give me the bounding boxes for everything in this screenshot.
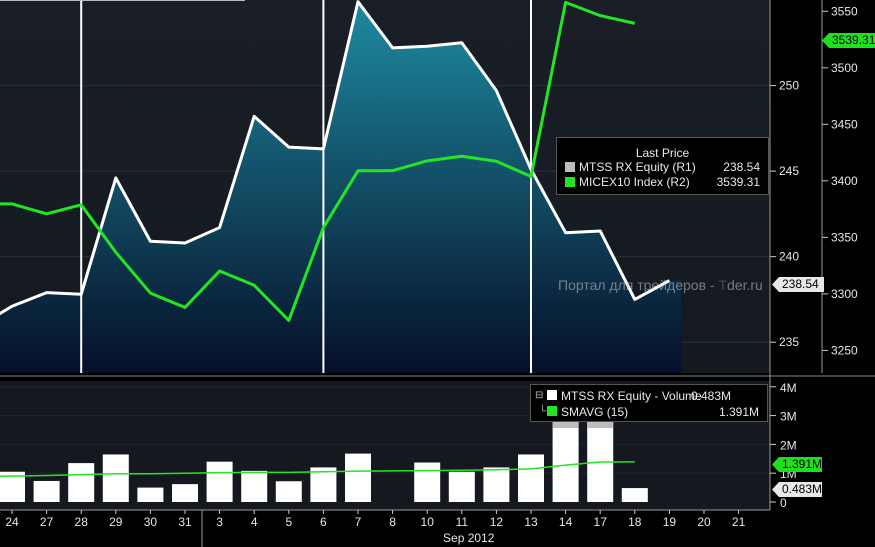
volume-bar-3 bbox=[206, 461, 233, 502]
legend-value-micex: 3539.31 bbox=[716, 175, 760, 189]
legend-name-sma: SMAVG (15) bbox=[561, 405, 629, 419]
x-tick-label-28: 28 bbox=[75, 515, 89, 529]
right-axis-tick-3550: 3550 bbox=[831, 4, 858, 18]
legend-value-volume: 0.483M bbox=[691, 389, 732, 403]
legend-name-volume: MTSS RX Equity - Volume bbox=[561, 389, 702, 403]
volume-axis-tick-3M: 3M bbox=[780, 410, 797, 424]
collapse-icon[interactable]: ⊟ bbox=[535, 390, 544, 401]
watermark: Портал для трейдеров - Tder.ru bbox=[558, 277, 763, 293]
volume-bar-27 bbox=[33, 480, 60, 502]
volume-axis-tick-4M: 4M bbox=[780, 381, 797, 395]
legend-item-sma: └ SMAVG (15) 1.391M bbox=[531, 404, 767, 420]
volume-bar-7 bbox=[345, 453, 371, 502]
legend-swatch-mtss bbox=[565, 162, 575, 172]
legend-name-micex: MICEX10 Index (R2) bbox=[579, 175, 690, 189]
left-axis-tick-250: 250 bbox=[779, 79, 799, 93]
right-axis-tick-3400: 3400 bbox=[831, 174, 858, 188]
volume-bar-31 bbox=[172, 484, 198, 502]
x-tick-label-24: 24 bbox=[5, 515, 19, 529]
legend-item-micex: MICEX10 Index (R2) 3539.31 bbox=[557, 175, 768, 190]
legend-value-mtss: 238.54 bbox=[723, 160, 760, 174]
x-tick-label-21: 21 bbox=[732, 515, 746, 529]
volume-bar-6 bbox=[310, 467, 337, 502]
x-tick-label-10: 10 bbox=[421, 515, 435, 529]
left-axis-tick-235: 235 bbox=[779, 335, 799, 349]
right-axis-tick-3250: 3250 bbox=[831, 343, 858, 357]
month-label: Sep 2012 bbox=[443, 531, 495, 545]
mtss-price-line bbox=[0, 0, 671, 316]
volume-bar-12 bbox=[483, 467, 510, 502]
sma-line bbox=[0, 461, 635, 477]
price-legend: Last Price MTSS RX Equity (R1) 238.54 MI… bbox=[556, 137, 769, 195]
mtss-last-value-tag: 238.54 bbox=[772, 277, 824, 292]
legend-title: Last Price bbox=[635, 146, 690, 160]
micex-last-value-tag: 3539.31 bbox=[822, 33, 875, 48]
volume-bar-11 bbox=[448, 471, 475, 502]
legend-swatch-micex bbox=[565, 177, 575, 187]
mtss-area-fill bbox=[0, 1, 682, 373]
right-axis-tick-3450: 3450 bbox=[831, 117, 858, 131]
right-axis-tick-3350: 3350 bbox=[831, 230, 858, 244]
volume-bar-29 bbox=[102, 454, 129, 502]
x-tick-label-17: 17 bbox=[594, 515, 608, 529]
sma-last-value-tag: 1.391M bbox=[772, 457, 822, 472]
volume-bar-10 bbox=[414, 462, 441, 502]
legend-value-sma: 1.391M bbox=[718, 405, 759, 419]
legend-swatch-sma bbox=[547, 406, 557, 416]
x-tick-label-14: 14 bbox=[559, 515, 573, 529]
legend-item-volume: ⊟ MTSS RX Equity - Volume 0.483M bbox=[531, 388, 767, 404]
legend-name-mtss: MTSS RX Equity (R1) bbox=[579, 160, 696, 174]
x-tick-label-31: 31 bbox=[178, 515, 192, 529]
tree-branch-icon: └ bbox=[539, 406, 547, 417]
volume-axis-tick-2M: 2M bbox=[780, 438, 797, 452]
volume-bar-5 bbox=[275, 481, 302, 502]
volume-axis-tick-0: 0 bbox=[780, 496, 787, 510]
x-tick-label-19: 19 bbox=[663, 515, 677, 529]
x-tick-label-3: 3 bbox=[216, 515, 223, 529]
x-tick-label-4: 4 bbox=[251, 515, 258, 529]
x-tick-label-7: 7 bbox=[355, 515, 362, 529]
legend-item-mtss: MTSS RX Equity (R1) 238.54 bbox=[557, 160, 768, 175]
right-axis-tick-3300: 3300 bbox=[831, 287, 858, 301]
x-tick-label-5: 5 bbox=[285, 515, 292, 529]
x-tick-label-11: 11 bbox=[456, 515, 469, 529]
x-tick-label-30: 30 bbox=[144, 515, 158, 529]
volume-legend: ⊟ MTSS RX Equity - Volume 0.483M └ SMAVG… bbox=[530, 384, 768, 422]
volume-bar-30 bbox=[137, 487, 164, 502]
x-tick-label-18: 18 bbox=[628, 515, 642, 529]
left-axis-tick-240: 240 bbox=[779, 250, 799, 264]
micex-index-line bbox=[0, 0, 636, 322]
volume-bar-18 bbox=[621, 488, 648, 502]
x-tick-label-20: 20 bbox=[697, 515, 711, 529]
legend-swatch-volume bbox=[547, 390, 557, 400]
right-axis-tick-3500: 3500 bbox=[831, 61, 858, 75]
volume-bar-4 bbox=[241, 470, 268, 502]
x-tick-label-6: 6 bbox=[320, 515, 327, 529]
volume-bar-28 bbox=[68, 463, 95, 502]
x-tick-label-12: 12 bbox=[490, 515, 504, 529]
x-tick-label-13: 13 bbox=[524, 515, 538, 529]
x-tick-label-29: 29 bbox=[109, 515, 123, 529]
left-axis-tick-245: 245 bbox=[779, 164, 799, 178]
volume-bar-13 bbox=[518, 454, 544, 502]
x-tick-label-8: 8 bbox=[389, 515, 396, 529]
x-tick-label-27: 27 bbox=[40, 515, 54, 529]
top-border bbox=[0, 0, 245, 1]
volume-last-value-tag: 0.483M bbox=[772, 482, 822, 497]
